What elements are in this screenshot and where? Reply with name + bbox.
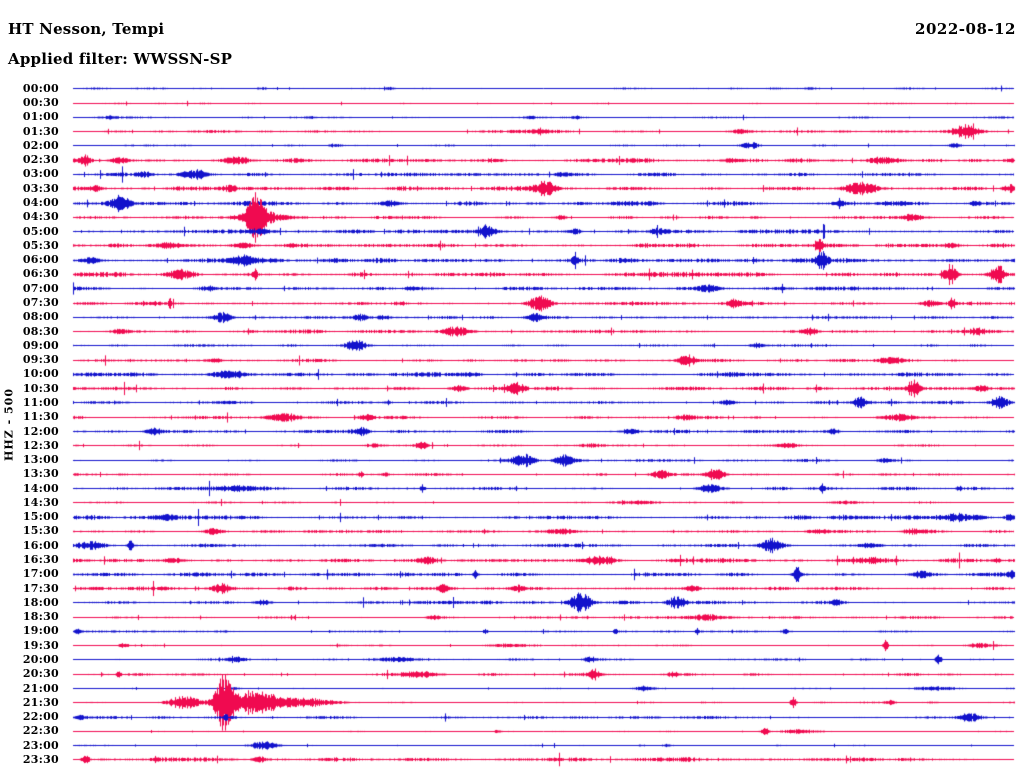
seismogram-traces xyxy=(0,0,1024,780)
helicorder-page: HT Nesson, Tempi 2022-08-12 Applied filt… xyxy=(0,0,1024,780)
